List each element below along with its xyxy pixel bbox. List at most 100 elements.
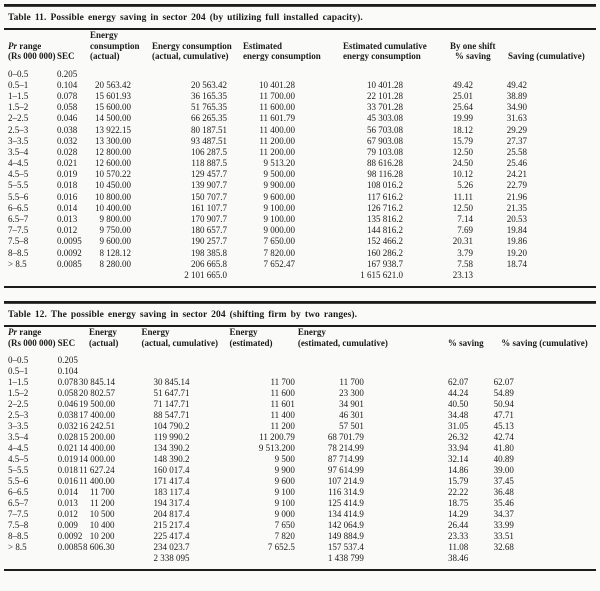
table-row: 8–8.5 0.0092 10 200 225 417.4 7 820 149 884.9…	[8, 531, 596, 542]
cell: 3.79	[457, 247, 473, 258]
cell: 23.13	[452, 269, 473, 280]
cell: 1 615 621.0	[360, 269, 403, 280]
spacer-cell	[517, 443, 596, 454]
cell: 24.50	[452, 158, 473, 169]
cell: 126 716.2	[367, 202, 403, 213]
cell: 204 817.4	[153, 509, 190, 520]
column-header: SEC	[57, 51, 75, 61]
cell: 10 450.00	[95, 180, 131, 191]
cell: 54.89	[493, 388, 514, 399]
cell: 180 657.7	[191, 225, 227, 236]
cell: 40.50	[447, 399, 469, 410]
cell: 0.104	[57, 366, 78, 377]
table-row: 3–3.5 0.032 13 300.00 93 487.51 11 200.00 67 …	[8, 136, 596, 147]
column-header: % saving	[447, 337, 484, 348]
cell: 0.046	[57, 113, 78, 124]
table-row: 4–4.5 0.021 14 400.00 134 390.2 9 513.200 78 …	[8, 443, 596, 454]
cell: 7.5–8	[8, 520, 29, 531]
table-row: 7–7.5 0.012 9 750.00 180 657.7 9 000.00 144 8…	[8, 225, 596, 236]
cell: 16 242.51	[78, 421, 115, 432]
cell: 9 600.00	[99, 236, 132, 247]
cell	[476, 69, 530, 80]
cell	[367, 366, 471, 377]
table-12-section: Table 12. The possible energy saving in …	[0, 301, 600, 572]
table-12-body: 0–0.5 0.205 0.5–1 0.104 1–1.5 0.078 30 845.14 3…	[8, 355, 596, 564]
column-header: Energy consumption (actual, cumulative)	[152, 40, 232, 62]
cell: 0.104	[57, 79, 78, 90]
cell: 234 023.7	[153, 542, 190, 553]
cell: 19.84	[506, 225, 527, 236]
cell: 4–4.5	[8, 158, 29, 169]
cell: 19 500.00	[78, 399, 115, 410]
cell: 148 390.2	[153, 454, 190, 465]
cell: 11 400.00	[78, 476, 115, 487]
cell: 7 652.47	[263, 258, 296, 269]
cell: 21.96	[506, 191, 527, 202]
cell: 7.58	[457, 258, 473, 269]
cell: 51 765.35	[191, 102, 227, 113]
cell	[79, 366, 118, 377]
cell: 67 903.08	[367, 135, 403, 146]
cell: 11 600	[270, 388, 295, 399]
cell: 0.078	[57, 377, 78, 388]
cell: 139 907.7	[191, 180, 227, 191]
cell: 34.90	[506, 102, 527, 113]
cell: 33.94	[447, 443, 469, 454]
cell: 7 652.5	[267, 542, 295, 553]
cell: 116 314.9	[328, 487, 364, 498]
cell: 33 701.28	[367, 102, 403, 113]
spacer-cell	[530, 169, 596, 180]
cell: 10 401.28	[259, 79, 295, 90]
table-row: 1.5–2 0.058 20 802.57 51 647.71 11 600 23 300…	[8, 388, 596, 399]
cell: 0.0085	[57, 542, 83, 553]
tables-gap	[0, 288, 600, 301]
cell	[79, 553, 118, 564]
cell: 11 200.00	[259, 146, 295, 157]
column-header: Estimated cumulative energy consumption	[343, 40, 427, 62]
cell: 119 990.2	[153, 432, 190, 443]
cell: 11 601.79	[259, 113, 295, 124]
cell: 32.68	[493, 542, 514, 553]
cell: 33.99	[493, 520, 514, 531]
column-header: By one shift% saving	[450, 40, 496, 62]
spacer-cell	[530, 192, 596, 203]
cell: 7 650	[274, 520, 295, 531]
cell	[230, 270, 298, 281]
cell: 170 907.7	[191, 214, 227, 225]
cell: 152 466.2	[367, 236, 403, 247]
cell: 7.69	[457, 225, 473, 236]
cell: 0.019	[57, 169, 78, 180]
cell	[192, 355, 297, 366]
cell: 8–8.5	[8, 247, 29, 258]
cell: 4.5–5	[8, 169, 29, 180]
total-row: 2 338 095 1 438 799 38.46	[8, 553, 596, 564]
cell: 49.42	[452, 79, 473, 90]
table-12: Pr range (Rs 000 000) SEC Energy (actual) Ene…	[8, 327, 596, 564]
total-row: 2 101 665.0 1 615 621.0 23.13	[8, 270, 596, 281]
cell: 9 513.200	[258, 443, 295, 454]
cell: 35.46	[493, 498, 514, 509]
cell: > 8.5	[8, 258, 27, 269]
cell: 0–0.5	[8, 355, 29, 366]
cell: 10 401.28	[367, 79, 403, 90]
cell: 3–3.5	[8, 135, 29, 146]
cell: 1 438 799	[327, 553, 364, 564]
table-row: 7.5–8 0.009 10 400 215 217.4 7 650 142 064.9 2…	[8, 520, 596, 531]
cell: 0.0095	[57, 236, 82, 247]
cell: 25.64	[452, 102, 473, 113]
cell: 107 214.9	[327, 476, 364, 487]
cell: 1–1.5	[8, 377, 29, 388]
cell: 10.12	[452, 169, 473, 180]
cell: 11.11	[453, 191, 473, 202]
cell: 36 165.35	[191, 90, 227, 101]
cell: 160 286.2	[367, 247, 403, 258]
cell: 0.205	[57, 355, 78, 366]
spacer-cell	[517, 465, 596, 476]
cell: 47.71	[493, 410, 514, 421]
cell: 5–5.5	[8, 180, 29, 191]
cell: 0.046	[57, 399, 78, 410]
cell: 62.07	[447, 377, 469, 388]
column-header: Estimated energy consumption	[243, 40, 321, 62]
spacer-cell	[530, 259, 596, 270]
cell: 150 707.7	[191, 191, 227, 202]
